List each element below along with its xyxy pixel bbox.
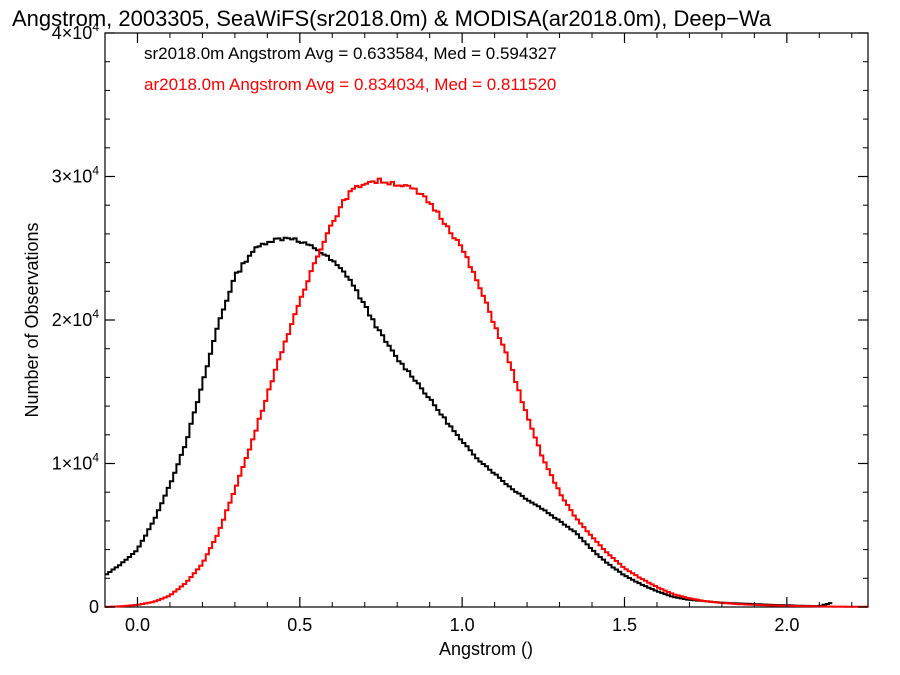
x-tick-label: 2.0 bbox=[774, 615, 799, 635]
y-tick-label: 0 bbox=[89, 597, 99, 617]
y-tick-label: 4×104 bbox=[52, 20, 100, 43]
axis-ticks: 0.0 0.5 1.0 1.5 2.0 0 1×104 2×104 3×104 4×104 bbox=[52, 20, 868, 635]
x-tick-label: 0.0 bbox=[125, 615, 150, 635]
y-tick-label: 2×104 bbox=[52, 307, 100, 330]
chart-title: Angstrom, 2003305, SeaWiFS(sr2018.0m) & … bbox=[12, 6, 772, 31]
series-layer bbox=[105, 177, 868, 608]
series-line-sr2018.0m bbox=[105, 236, 833, 608]
x-tick-label: 0.5 bbox=[287, 615, 312, 635]
legend-entry-ar2018: ar2018.0m Angstrom Avg = 0.834034, Med =… bbox=[144, 75, 556, 94]
y-axis-label: Number of Observations bbox=[22, 222, 42, 417]
legend-entry-sr2018: sr2018.0m Angstrom Avg = 0.633584, Med =… bbox=[144, 44, 557, 63]
x-tick-label: 1.0 bbox=[450, 615, 475, 635]
y-tick-label: 3×104 bbox=[52, 164, 100, 187]
series-line-ar2018.0m bbox=[105, 177, 868, 608]
legend: sr2018.0m Angstrom Avg = 0.633584, Med =… bbox=[144, 44, 557, 94]
x-axis-label: Angstrom () bbox=[439, 639, 533, 659]
x-tick-label: 1.5 bbox=[612, 615, 637, 635]
y-tick-label: 1×104 bbox=[52, 451, 100, 474]
